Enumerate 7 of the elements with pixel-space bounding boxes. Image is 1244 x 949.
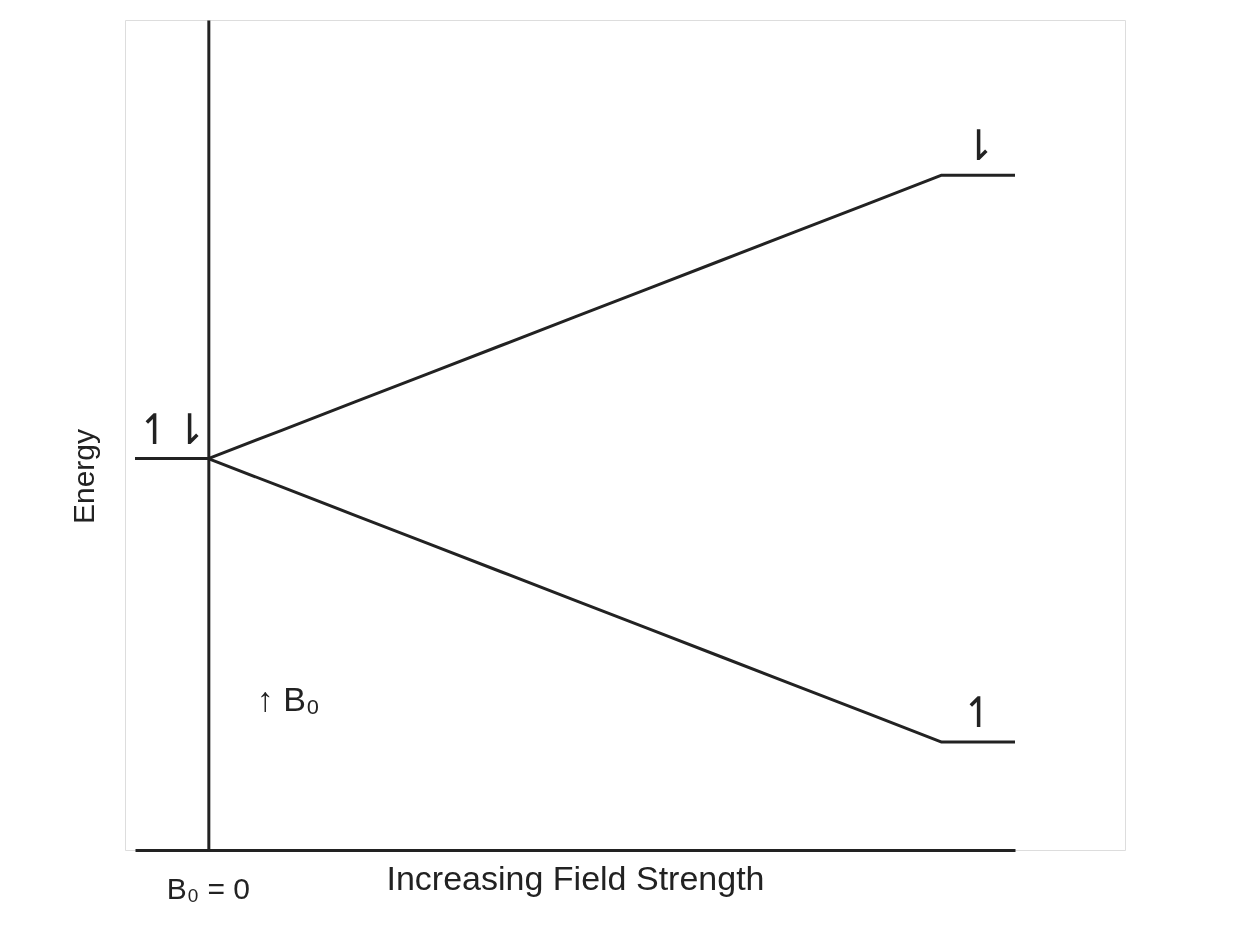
annotation: ↑ B₀ [256,679,320,718]
annotation: ↿⇂ [136,405,207,453]
annotation: ↿ [960,689,996,737]
x-axis-title: Increasing Field Strength [386,858,765,897]
text: B₀ = 0 [166,872,251,905]
text: ⇂ [960,122,996,170]
y-axis-title: Energy [67,428,100,525]
